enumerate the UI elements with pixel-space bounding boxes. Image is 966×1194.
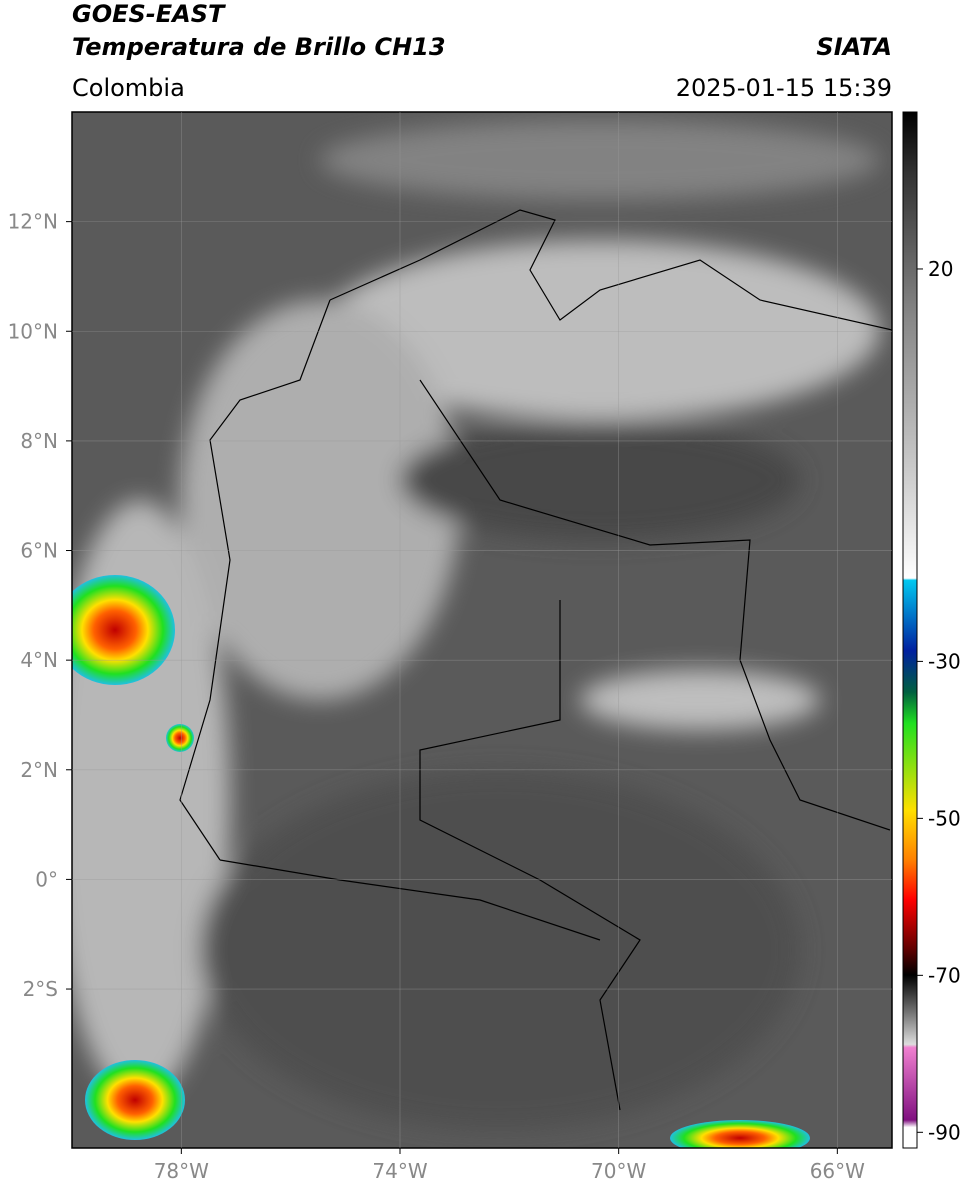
colorbar-tick-label: -50 [928,806,961,830]
colorbar-tick-label: -70 [928,963,961,987]
x-tick-label: 74°W [372,1159,427,1183]
source: SIATA [816,33,892,61]
y-tick-label: 2°N [20,758,58,782]
subtitle: Temperatura de Brillo CH13 [72,33,446,61]
y-tick-label: 6°N [20,539,58,563]
x-tick-label: 70°W [591,1159,646,1183]
y-tick-label: 2°S [23,977,58,1001]
y-tick-label: 12°N [8,210,58,234]
colorbar-tick-label: -30 [928,649,961,673]
colorbar-tick-label: 20 [928,257,953,281]
y-tick-label: 0° [35,867,58,891]
y-tick-label: 10°N [8,319,58,343]
x-tick-label: 66°W [810,1159,865,1183]
title: GOES-EAST [72,0,226,28]
satellite-image [72,112,892,1148]
y-tick-label: 4°N [20,648,58,672]
x-tick-label: 78°W [154,1159,209,1183]
map-frame [71,111,893,1149]
datetime: 2025-01-15 15:39 [676,74,892,102]
colorbar-tick-label: -90 [928,1120,961,1144]
region: Colombia [72,74,185,102]
colorbar [902,111,918,1149]
y-tick-label: 8°N [20,429,58,453]
